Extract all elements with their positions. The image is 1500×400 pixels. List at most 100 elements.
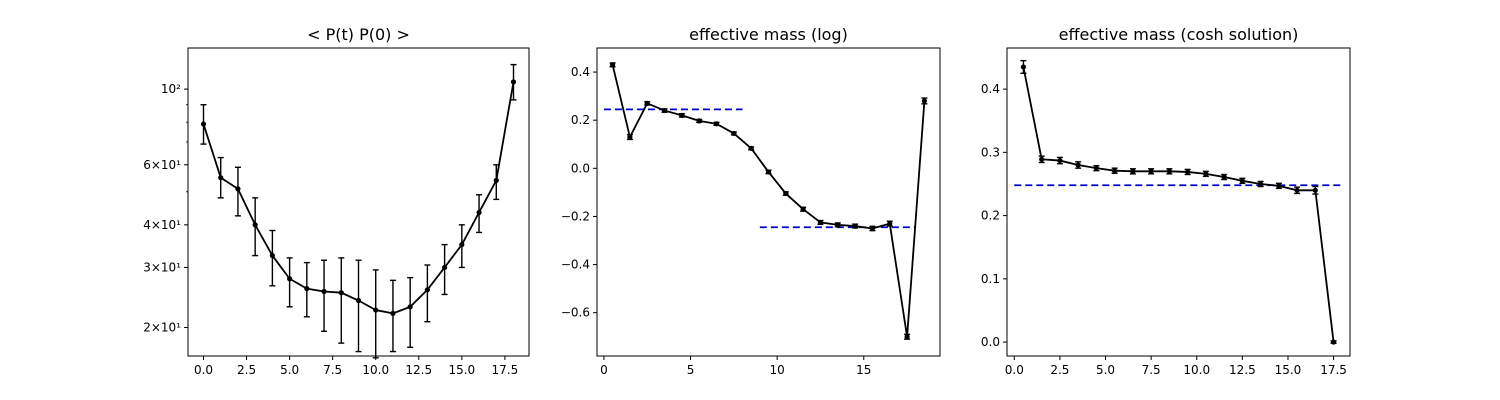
data-point [904, 334, 910, 340]
chart-title: effective mass (cosh solution) [1059, 25, 1299, 44]
panel-correlator: < P(t) P(0) > 0.0 2.5 5.0 7.5 10.0 12.5 15.0 17… [143, 25, 530, 377]
data-point [355, 297, 362, 304]
data-point [731, 130, 737, 137]
plot-area [596, 47, 941, 357]
y-tick-label: −0.6 [561, 306, 590, 320]
data-point [609, 62, 616, 68]
data-point [748, 145, 754, 151]
data-point [1075, 162, 1081, 168]
data-point [459, 242, 465, 248]
x-tick-label: 15.0 [1275, 363, 1302, 377]
x-tick-label: 0.0 [194, 363, 213, 377]
data-point [696, 118, 702, 124]
data-point [510, 79, 517, 85]
y-tick-label: 0.2 [981, 209, 1000, 223]
data-point [407, 304, 413, 310]
x-tick-label: 10.0 [362, 363, 389, 377]
y-tick-label: 4×10¹ [143, 218, 181, 232]
data-point [800, 206, 806, 212]
data-point [1148, 168, 1154, 174]
data-point [476, 209, 482, 216]
x-tick-label: 2.5 [237, 363, 256, 377]
data-point [1258, 181, 1264, 187]
y-tick-label: 0.0 [981, 335, 1000, 349]
data-point [1130, 168, 1136, 174]
y-tick-label: 0.4 [981, 82, 1000, 96]
data-point [373, 307, 379, 313]
plot-area [1006, 47, 1351, 357]
x-tick-label: 5.0 [1096, 363, 1115, 377]
x-tick-label: 5 [687, 363, 695, 377]
y-tick-label: −0.4 [561, 258, 590, 272]
data-point [1221, 174, 1227, 180]
data-point [390, 310, 396, 316]
series-line [611, 64, 926, 337]
series-line [1022, 66, 1335, 343]
data-point [424, 287, 430, 293]
data-point [1093, 165, 1099, 171]
x-tick-label: 10.0 [1183, 363, 1210, 377]
x-tick-label: 17.5 [492, 363, 519, 377]
x-tick-label: 17.5 [1320, 363, 1347, 377]
data-point [252, 222, 258, 228]
plot-area [187, 47, 530, 357]
data-point [1330, 339, 1337, 345]
data-point [287, 276, 293, 282]
data-point [304, 286, 310, 292]
y-tick-label: 0.1 [981, 272, 1000, 286]
data-point [713, 121, 720, 127]
data-point [627, 134, 633, 140]
data-point [338, 290, 344, 296]
panel-effective-mass-log: effective mass (log) 0 5 10 15 −0.6 −0.4 −0.2 0… [561, 25, 941, 377]
x-tick-label: 2.5 [1050, 363, 1069, 377]
data-point [783, 190, 789, 197]
data-point [442, 264, 448, 271]
x-tick-label: 5.0 [280, 363, 299, 377]
data-point [235, 186, 241, 192]
data-point [200, 121, 207, 127]
x-tick-label: 15.0 [448, 363, 475, 377]
x-tick-label: 0.0 [1005, 363, 1024, 377]
data-point [1057, 157, 1063, 164]
y-tick-label: 0.2 [571, 113, 590, 127]
y-tick-label: −0.2 [561, 209, 590, 223]
data-point [321, 288, 327, 295]
data-point [1039, 156, 1045, 162]
data-point [1185, 169, 1191, 175]
data-point [661, 107, 668, 114]
y-tick-label: 2×10¹ [143, 321, 181, 335]
data-point [1020, 64, 1027, 70]
y-tick-label: 3×10¹ [143, 260, 181, 274]
x-tick-label: 0 [600, 363, 608, 377]
data-point [1239, 178, 1245, 184]
data-point [269, 252, 275, 259]
y-tick-label: 6×10¹ [143, 158, 181, 172]
data-point [679, 112, 685, 118]
y-tick-label: 0.3 [981, 145, 1000, 159]
data-point [765, 169, 772, 175]
data-point [1276, 183, 1282, 189]
data-point [835, 222, 841, 228]
x-tick-label: 10 [770, 363, 785, 377]
data-point [493, 177, 499, 183]
data-point [1112, 168, 1118, 174]
data-point [852, 223, 858, 229]
y-tick-label: 0.0 [571, 161, 590, 175]
y-tick-label: 0.4 [571, 65, 590, 79]
data-point [817, 219, 824, 226]
x-tick-label: 12.5 [405, 363, 432, 377]
data-point [1203, 171, 1209, 177]
data-point [644, 100, 650, 106]
x-tick-label: 15 [856, 363, 871, 377]
y-tick-label: 10² [161, 82, 181, 96]
data-point [218, 175, 224, 181]
data-point [921, 98, 928, 104]
data-point [1312, 187, 1318, 193]
x-tick-label: 7.5 [1142, 363, 1161, 377]
data-point [1294, 187, 1300, 193]
x-tick-label: 7.5 [323, 363, 342, 377]
chart-title: < P(t) P(0) > [307, 25, 410, 44]
x-tick-label: 12.5 [1229, 363, 1256, 377]
data-point [869, 225, 876, 232]
